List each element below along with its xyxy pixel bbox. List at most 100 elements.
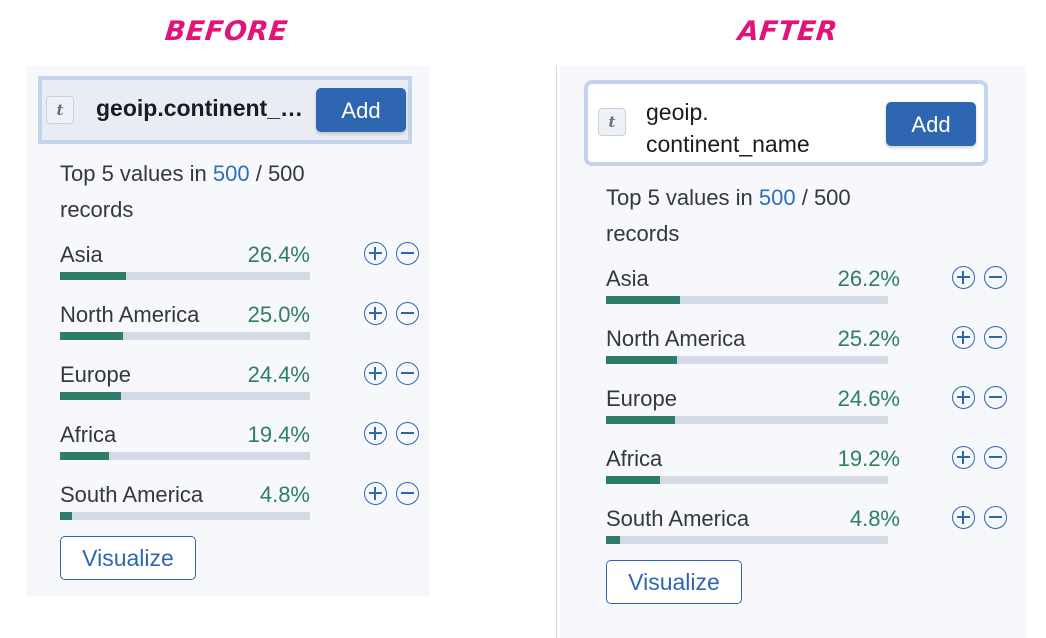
value-label: Europe [60, 362, 131, 387]
value-bar-track [606, 356, 888, 364]
filter-for-value-icon[interactable] [952, 506, 975, 529]
value-bar-track [60, 452, 310, 460]
value-bar-fill [60, 392, 121, 400]
value-bar-fill [606, 416, 676, 424]
filter-out-value-icon[interactable] [396, 242, 419, 265]
value-label: South America [60, 482, 204, 507]
value-bar-track [60, 332, 310, 340]
value-bar-fill [60, 332, 123, 340]
value-bar-track [60, 392, 310, 400]
before-heading: BEFORE [163, 16, 290, 47]
field-name-line1: geoip. [646, 99, 709, 125]
value-percent: 26.4% [247, 242, 310, 267]
filter-for-value-icon[interactable] [952, 326, 975, 349]
add-field-button[interactable]: Add [316, 88, 406, 132]
filter-for-value-icon[interactable] [952, 266, 975, 289]
summary-suffix: records [60, 197, 134, 222]
after-heading: AFTER [736, 16, 840, 47]
value-bar-fill [606, 296, 680, 304]
field-header: t geoip.continent_name Add [38, 76, 412, 144]
total-count: 500 [267, 161, 305, 186]
value-row: Africa 19.2% [606, 444, 1010, 500]
value-label: Europe [606, 386, 677, 411]
summary-suffix: records [606, 221, 680, 246]
value-percent: 19.4% [247, 422, 310, 447]
filter-out-value-icon[interactable] [984, 506, 1007, 529]
value-row: South America 4.8% [60, 480, 422, 536]
filter-for-value-icon[interactable] [364, 302, 387, 325]
value-row: Africa 19.4% [60, 420, 422, 476]
string-field-type-icon: t [46, 96, 74, 124]
value-label: Asia [60, 242, 103, 267]
value-percent: 4.8% [259, 482, 310, 507]
filter-out-value-icon[interactable] [396, 362, 419, 385]
filter-for-value-icon[interactable] [364, 422, 387, 445]
value-percent: 4.8% [849, 506, 900, 531]
add-field-button[interactable]: Add [886, 102, 976, 146]
value-percent: 24.6% [837, 386, 900, 411]
value-bar-fill [606, 536, 620, 544]
divider [556, 66, 557, 638]
before-panel: t geoip.continent_name Add Top 5 values … [26, 66, 430, 596]
field-name: geoip. continent_name [646, 96, 846, 160]
value-row: Asia 26.2% [606, 264, 1010, 320]
string-field-type-icon: t [598, 108, 626, 136]
value-label: North America [606, 326, 746, 351]
value-label: North America [60, 302, 200, 327]
value-percent: 25.2% [837, 326, 900, 351]
filter-out-value-icon[interactable] [396, 422, 419, 445]
filter-out-value-icon[interactable] [984, 386, 1007, 409]
value-label: South America [606, 506, 750, 531]
value-label: Africa [606, 446, 663, 471]
value-bar-track [606, 416, 888, 424]
sample-count-link[interactable]: 500 [758, 185, 796, 210]
value-label: Asia [606, 266, 649, 291]
filter-out-value-icon[interactable] [984, 266, 1007, 289]
value-row: North America 25.2% [606, 324, 1010, 380]
field-details-popover [44, 146, 406, 596]
after-panel: t geoip. continent_name Add Top 5 values … [560, 66, 1026, 638]
value-row: North America 25.0% [60, 300, 422, 356]
visualize-button[interactable]: Visualize [60, 536, 196, 580]
filter-for-value-icon[interactable] [952, 386, 975, 409]
filter-out-value-icon[interactable] [396, 482, 419, 505]
field-name: geoip.continent_name [96, 95, 308, 121]
value-row: Asia 26.4% [60, 240, 422, 296]
summary-separator: / [795, 185, 814, 210]
values-summary: Top 5 values in 500 / 500 records [60, 156, 380, 228]
summary-prefix: Top 5 values in [606, 185, 759, 210]
value-bar-track [60, 272, 310, 280]
values-summary: Top 5 values in 500 / 500 records [606, 180, 926, 252]
value-row: Europe 24.4% [60, 360, 422, 416]
value-bar-fill [606, 356, 678, 364]
summary-prefix: Top 5 values in [60, 161, 213, 186]
value-percent: 19.2% [837, 446, 900, 471]
sample-count-link[interactable]: 500 [212, 161, 250, 186]
total-count: 500 [813, 185, 851, 210]
filter-out-value-icon[interactable] [984, 446, 1007, 469]
visualize-button[interactable]: Visualize [606, 560, 742, 604]
filter-out-value-icon[interactable] [396, 302, 419, 325]
value-percent: 26.2% [837, 266, 900, 291]
value-bar-track [606, 476, 888, 484]
filter-for-value-icon[interactable] [364, 242, 387, 265]
value-label: Africa [60, 422, 117, 447]
value-bar-fill [606, 476, 661, 484]
value-percent: 25.0% [247, 302, 310, 327]
filter-out-value-icon[interactable] [984, 326, 1007, 349]
value-bar-track [60, 512, 310, 520]
value-bar-track [606, 536, 888, 544]
value-percent: 24.4% [247, 362, 310, 387]
value-bar-fill [60, 272, 126, 280]
filter-for-value-icon[interactable] [952, 446, 975, 469]
value-bar-fill [60, 452, 109, 460]
filter-for-value-icon[interactable] [364, 362, 387, 385]
value-bar-fill [60, 512, 72, 520]
field-name-line2: continent_name [646, 131, 810, 157]
value-row: Europe 24.6% [606, 384, 1010, 440]
value-row: South America 4.8% [606, 504, 1010, 560]
summary-separator: / [249, 161, 268, 186]
value-bar-track [606, 296, 888, 304]
filter-for-value-icon[interactable] [364, 482, 387, 505]
